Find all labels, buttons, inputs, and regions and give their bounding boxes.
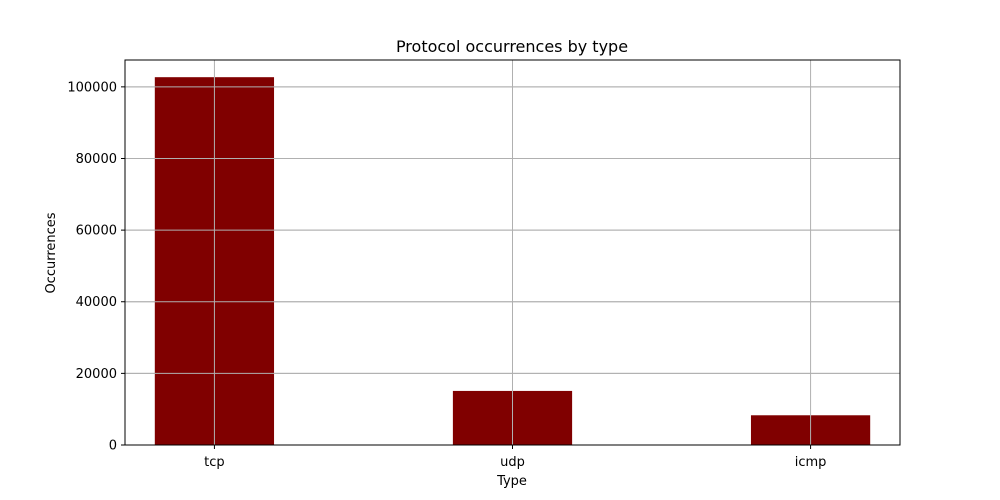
x-tick-label-icmp: icmp: [795, 455, 827, 470]
y-tick-label: 20000: [76, 367, 117, 382]
y-tick-label: 60000: [76, 224, 117, 239]
y-tick-label: 0: [109, 439, 117, 454]
plot-frame: [124, 59, 901, 446]
x-axis-label: Type: [496, 474, 527, 489]
ticks: 0 20000 40000 60000 80000 100000 tcp udp icmp: [67, 80, 826, 470]
y-tick-label: 40000: [76, 295, 117, 310]
x-tick-label-udp: udp: [500, 455, 525, 470]
bars: [125, 60, 900, 446]
y-tick-label: 80000: [76, 152, 117, 167]
y-tick-label: 100000: [67, 80, 117, 95]
y-axis-label: Occurrences: [44, 212, 59, 293]
x-tick-label-tcp: tcp: [204, 455, 225, 470]
chart-title: Protocol occurrences by type: [396, 37, 628, 56]
